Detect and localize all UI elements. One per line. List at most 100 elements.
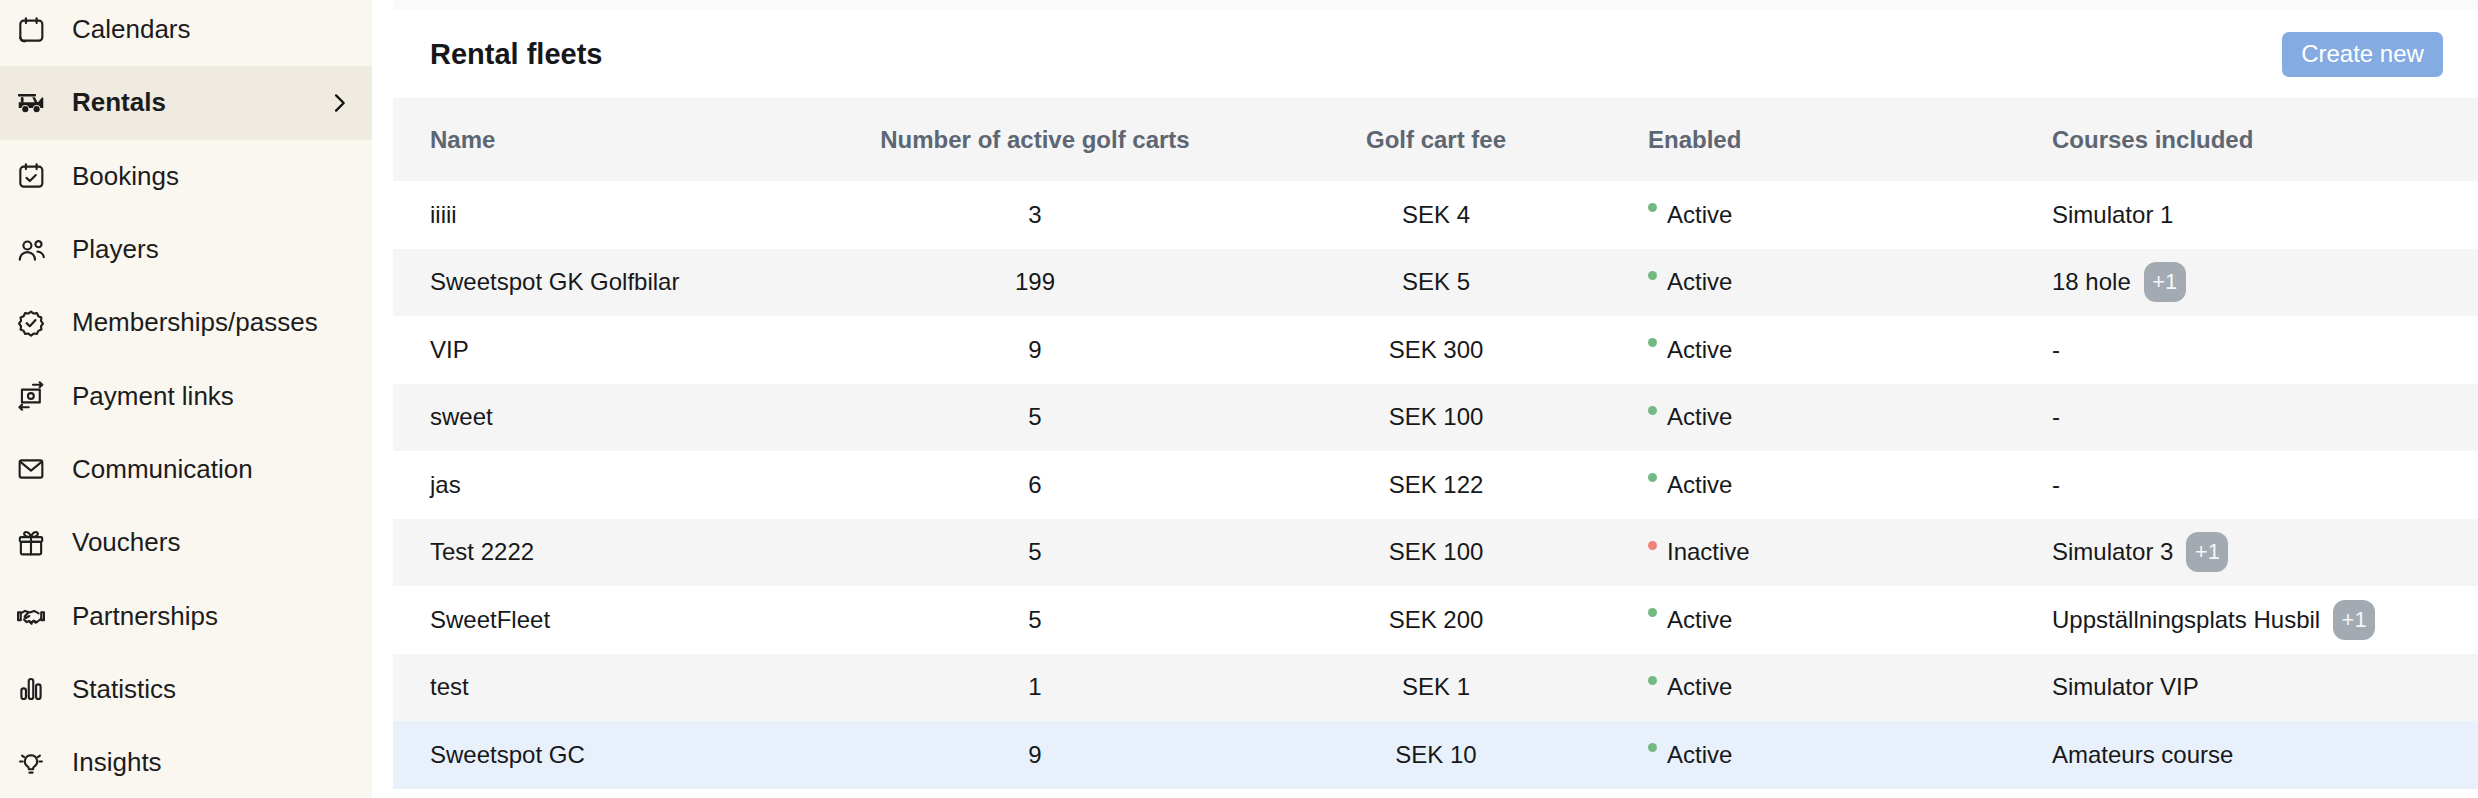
courses-label: Uppställningsplats Husbil: [2052, 606, 2320, 634]
sidebar-nav-list: Calendars Rentals Book: [0, 0, 372, 798]
fleet-fee: SEK 4: [1229, 201, 1643, 229]
sidebar: Calendars Rentals Book: [0, 0, 372, 798]
courses-label: Amateurs course: [2052, 741, 2233, 769]
table-row[interactable]: sweet 5 SEK 100 Active -: [393, 384, 2478, 452]
status-dot-icon: [1648, 608, 1657, 617]
more-courses-badge: +1: [2333, 600, 2375, 640]
courses-label: Simulator 3: [2052, 538, 2173, 566]
sidebar-item-players[interactable]: Players: [0, 213, 372, 286]
table-row[interactable]: Sweetspot GK Golfbilar 199 SEK 5 Active …: [393, 249, 2478, 317]
column-header-carts: Number of active golf carts: [841, 126, 1229, 154]
status-label: Inactive: [1667, 538, 1750, 566]
rental-fleets-table: Name Number of active golf carts Golf ca…: [393, 98, 2478, 789]
main-content: Rental fleets Create new Name Number of …: [372, 0, 2478, 798]
column-header-enabled: Enabled: [1643, 126, 2048, 154]
sidebar-item-payment-links[interactable]: Payment links: [0, 359, 372, 432]
table-row[interactable]: test 1 SEK 1 Active Simulator VIP: [393, 654, 2478, 722]
fleet-carts: 5: [841, 606, 1229, 634]
fleet-name: Sweetspot GC: [393, 741, 841, 769]
sidebar-item-insights[interactable]: Insights: [0, 726, 372, 798]
status-dot-icon: [1648, 743, 1657, 752]
status-label: Active: [1667, 471, 1732, 499]
fleet-name: Sweetspot GK Golfbilar: [393, 268, 841, 296]
status-dot-icon: [1648, 271, 1657, 280]
status-dot-icon: [1648, 473, 1657, 482]
courses-label: Simulator VIP: [2052, 673, 2199, 701]
sidebar-item-calendars[interactable]: Calendars: [0, 0, 372, 66]
courses-label: -: [2052, 471, 2060, 499]
fleet-name: SweetFleet: [393, 606, 841, 634]
envelope-icon: [14, 452, 48, 486]
handshake-icon: [14, 599, 48, 633]
sidebar-item-label: Payment links: [72, 381, 354, 412]
sidebar-item-communication[interactable]: Communication: [0, 433, 372, 506]
people-icon: [14, 233, 48, 267]
status-dot-icon: [1648, 338, 1657, 347]
fleet-name: jas: [393, 471, 841, 499]
sidebar-item-label: Partnerships: [72, 601, 354, 632]
status-label: Active: [1667, 673, 1732, 701]
status-label: Active: [1667, 268, 1732, 296]
table-row[interactable]: iiiii 3 SEK 4 Active Simulator 1: [393, 181, 2478, 249]
bar-chart-icon: [14, 672, 48, 706]
fleet-carts: 3: [841, 201, 1229, 229]
sidebar-item-label: Memberships/passes: [72, 307, 354, 338]
fleet-name: iiiii: [393, 201, 841, 229]
sidebar-item-rentals[interactable]: Rentals: [0, 66, 372, 139]
banknote-icon: [14, 379, 48, 413]
fleet-name: sweet: [393, 403, 841, 431]
fleet-carts: 5: [841, 538, 1229, 566]
sidebar-item-vouchers[interactable]: Vouchers: [0, 506, 372, 579]
courses-label: -: [2052, 403, 2060, 431]
fleet-carts: 9: [841, 336, 1229, 364]
fleet-fee: SEK 1: [1229, 673, 1643, 701]
fleet-fee: SEK 10: [1229, 741, 1643, 769]
status-label: Active: [1667, 336, 1732, 364]
fleet-fee: SEK 122: [1229, 471, 1643, 499]
sidebar-item-bookings[interactable]: Bookings: [0, 140, 372, 213]
sidebar-item-statistics[interactable]: Statistics: [0, 653, 372, 726]
fleet-carts: 6: [841, 471, 1229, 499]
fleet-fee: SEK 5: [1229, 268, 1643, 296]
sidebar-item-memberships[interactable]: Memberships/passes: [0, 286, 372, 359]
table-row[interactable]: VIP 9 SEK 300 Active -: [393, 316, 2478, 384]
page-header: Rental fleets Create new: [393, 10, 2478, 98]
gift-icon: [14, 526, 48, 560]
top-strip: [393, 0, 2478, 10]
status-dot-icon: [1648, 203, 1657, 212]
fleet-carts: 199: [841, 268, 1229, 296]
table-row[interactable]: SweetFleet 5 SEK 200 Active Uppställning…: [393, 586, 2478, 654]
fleet-name: VIP: [393, 336, 841, 364]
sidebar-item-partnerships[interactable]: Partnerships: [0, 579, 372, 652]
sidebar-item-label: Communication: [72, 454, 354, 485]
status-dot-icon: [1648, 541, 1657, 550]
status-label: Active: [1667, 201, 1732, 229]
courses-label: Simulator 1: [2052, 201, 2173, 229]
chevron-right-icon: [324, 88, 354, 118]
table-row[interactable]: Test 2222 5 SEK 100 Inactive Simulator 3…: [393, 519, 2478, 587]
sidebar-item-label: Bookings: [72, 161, 354, 192]
status-dot-icon: [1648, 406, 1657, 415]
fleet-fee: SEK 200: [1229, 606, 1643, 634]
table-row[interactable]: jas 6 SEK 122 Active -: [393, 451, 2478, 519]
sidebar-item-label: Players: [72, 234, 354, 265]
fleet-fee: SEK 100: [1229, 403, 1643, 431]
calendar-check-icon: [14, 159, 48, 193]
sidebar-item-label: Insights: [72, 747, 354, 778]
fleet-name: Test 2222: [393, 538, 841, 566]
courses-label: -: [2052, 336, 2060, 364]
column-header-courses: Courses included: [2048, 126, 2478, 154]
fleet-carts: 1: [841, 673, 1229, 701]
status-label: Active: [1667, 606, 1732, 634]
fleet-fee: SEK 300: [1229, 336, 1643, 364]
status-label: Active: [1667, 741, 1732, 769]
more-courses-badge: +1: [2144, 262, 2186, 302]
golf-cart-icon: [14, 86, 48, 120]
sidebar-item-label: Statistics: [72, 674, 354, 705]
sidebar-item-label: Vouchers: [72, 527, 354, 558]
fleet-fee: SEK 100: [1229, 538, 1643, 566]
table-row[interactable]: Sweetspot GC 9 SEK 10 Active Amateurs co…: [393, 721, 2478, 789]
page-title: Rental fleets: [430, 38, 602, 71]
create-new-button[interactable]: Create new: [2282, 32, 2443, 77]
lightbulb-icon: [14, 746, 48, 780]
